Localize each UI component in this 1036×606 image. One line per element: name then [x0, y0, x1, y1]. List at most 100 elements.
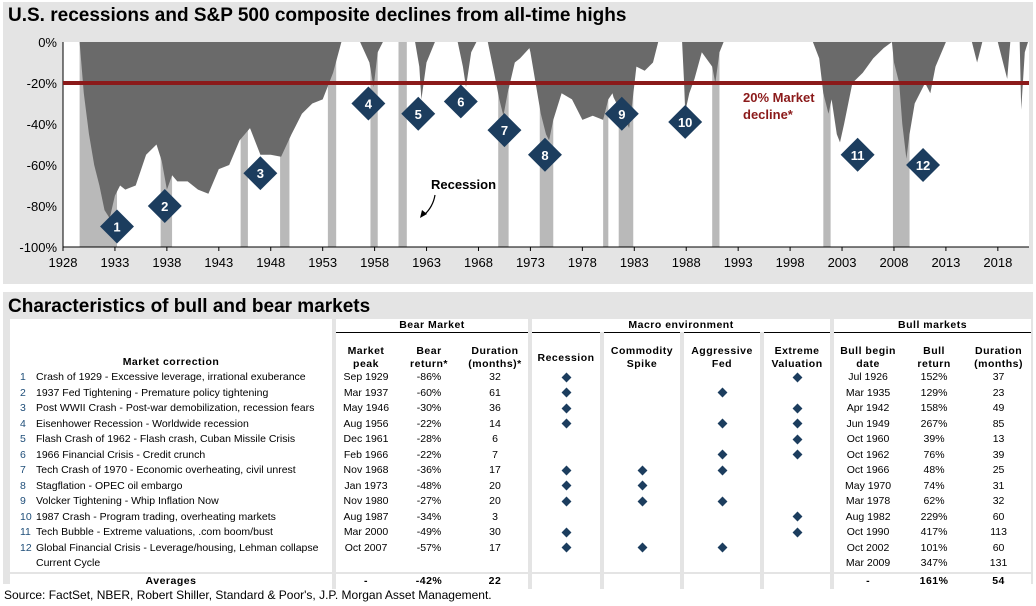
averages-label: Averages	[10, 571, 334, 589]
header-bull-begin-date: Bull begin date	[830, 332, 903, 370]
diamond-marker	[792, 527, 802, 538]
x-tick-label: 1983	[620, 255, 649, 270]
row-bull-duration: 39	[992, 448, 1005, 461]
row-commodity-flag	[600, 416, 683, 432]
row-bull-begin-date: Mar 1935	[830, 385, 903, 401]
event-marker-label: 12	[916, 158, 930, 173]
averages-peak: -	[332, 571, 396, 589]
row-valuation-flag	[760, 447, 833, 463]
row-recession-flag	[528, 494, 603, 510]
bull-bear-table: Bear Market Macro environment Bull marke…	[10, 319, 1032, 589]
x-tick-label: 1958	[360, 255, 389, 270]
row-market-peak: Aug 1956	[332, 416, 396, 432]
x-tick-label: 2008	[880, 255, 909, 270]
event-marker-label: 9	[618, 107, 625, 122]
group-macro-environment: Macro environment	[528, 319, 833, 333]
row-valuation-flag	[760, 401, 833, 417]
row-number: 9	[20, 495, 26, 507]
event-marker-label: 6	[457, 94, 464, 109]
row-recession-flag	[528, 370, 603, 386]
row-fed-flag	[680, 447, 763, 463]
row-bull-duration: 131	[989, 557, 1008, 569]
diamond-marker	[792, 511, 802, 522]
header-bear-return: Bear return*	[410, 345, 448, 370]
row-bull-begin-date: Oct 1960	[830, 432, 903, 448]
averages-bull-duration: 54	[966, 571, 1032, 589]
table-row: 11 Tech Bubble - Extreme valuations, .com…	[10, 525, 1031, 541]
row-bear-duration: 61	[489, 386, 501, 399]
table-row: 8 Stagflation - OPEC oil embargo Jan 1973 -…	[10, 478, 1031, 494]
averages-bear-duration: 22	[462, 571, 531, 589]
row-market-peak: Jan 1973	[332, 478, 396, 494]
event-marker-label: 2	[161, 199, 168, 214]
diamond-marker	[792, 403, 802, 414]
row-number: 2	[20, 386, 26, 399]
row-number: 5	[20, 433, 26, 445]
row-bear-return: -86%	[416, 371, 442, 383]
event-marker	[840, 137, 875, 172]
row-market-peak: Nov 1968	[332, 463, 396, 479]
row-bear-return: -36%	[416, 464, 442, 476]
row-commodity-flag	[600, 494, 683, 510]
diamond-marker	[792, 434, 802, 445]
row-market-peak: Feb 1966	[332, 447, 396, 463]
event-marker	[906, 148, 941, 182]
x-tick-label: 2013	[931, 255, 960, 270]
table-panel: Characteristics of bull and bear markets…	[3, 292, 1033, 589]
row-recession-flag	[528, 447, 603, 463]
event-marker	[527, 137, 562, 172]
group-bear-market: Bear Market	[331, 319, 531, 333]
x-tick-label: 1963	[412, 255, 441, 270]
row-bear-return: -22%	[416, 417, 442, 430]
x-tick-label: 2018	[983, 255, 1012, 270]
row-bear-duration: 14	[489, 417, 501, 430]
row-number: 11	[20, 526, 31, 538]
row-recession-flag	[528, 525, 603, 541]
row-bull-return: 74%	[923, 479, 945, 492]
row-bear-return: -48%	[416, 479, 442, 492]
header-extreme-valuation: Extreme Valuation	[760, 332, 833, 370]
row-bear-return: -49%	[416, 526, 442, 538]
table-row: 9 Volcker Tightening - Whip Inflation Now…	[10, 494, 1031, 510]
row-bull-duration: 32	[992, 495, 1005, 507]
row-bear-return: -60%	[416, 386, 442, 399]
row-bull-begin-date: Mar 2009	[830, 556, 903, 573]
row-valuation-flag	[760, 463, 833, 479]
x-tick-label: 1953	[308, 255, 337, 270]
x-tick-label: 1978	[568, 255, 597, 270]
recession-band	[398, 42, 407, 247]
row-bull-begin-date: Oct 2002	[830, 540, 903, 556]
row-bull-duration: 85	[992, 417, 1005, 430]
row-bull-return: 229%	[920, 510, 948, 523]
row-bear-return: -34%	[416, 510, 442, 523]
diamond-marker	[717, 465, 727, 476]
row-correction-name: Tech Bubble - Extreme valuations, .com b…	[36, 526, 273, 538]
row-number	[10, 556, 34, 573]
diamond-marker	[561, 542, 571, 553]
x-tick-label: 1948	[256, 255, 285, 270]
row-bull-return: 417%	[920, 526, 948, 538]
event-marker	[243, 156, 278, 191]
row-commodity-flag	[600, 370, 683, 386]
event-marker-label: 8	[541, 148, 548, 163]
drawdown-chart: 0%-20%-40%-60%-80%-100%1928 1933 1938 1943 1…	[19, 35, 1029, 270]
diamond-marker	[637, 496, 647, 507]
row-fed-flag	[680, 509, 763, 525]
recession-band	[370, 42, 378, 247]
threshold-label-line1: 20% Market	[743, 90, 815, 105]
row-fed-flag	[680, 540, 763, 556]
header-recession: Recession	[528, 332, 603, 370]
row-fed-flag	[680, 370, 763, 386]
row-market-peak: May 1946	[332, 401, 396, 417]
diamond-marker	[561, 372, 571, 383]
row-bull-duration: 60	[992, 510, 1005, 523]
event-marker-label: 1	[113, 220, 120, 235]
row-bull-return: 152%	[920, 371, 948, 383]
event-marker-label: 5	[415, 107, 422, 122]
row-fed-flag	[680, 494, 763, 510]
row-recession-flag	[528, 416, 603, 432]
diamond-marker	[561, 527, 571, 538]
x-tick-label: 1933	[100, 255, 129, 270]
table-row: 7 Tech Crash of 1970 - Economic overheati…	[10, 463, 1031, 479]
row-market-peak: Mar 1937	[332, 385, 396, 401]
